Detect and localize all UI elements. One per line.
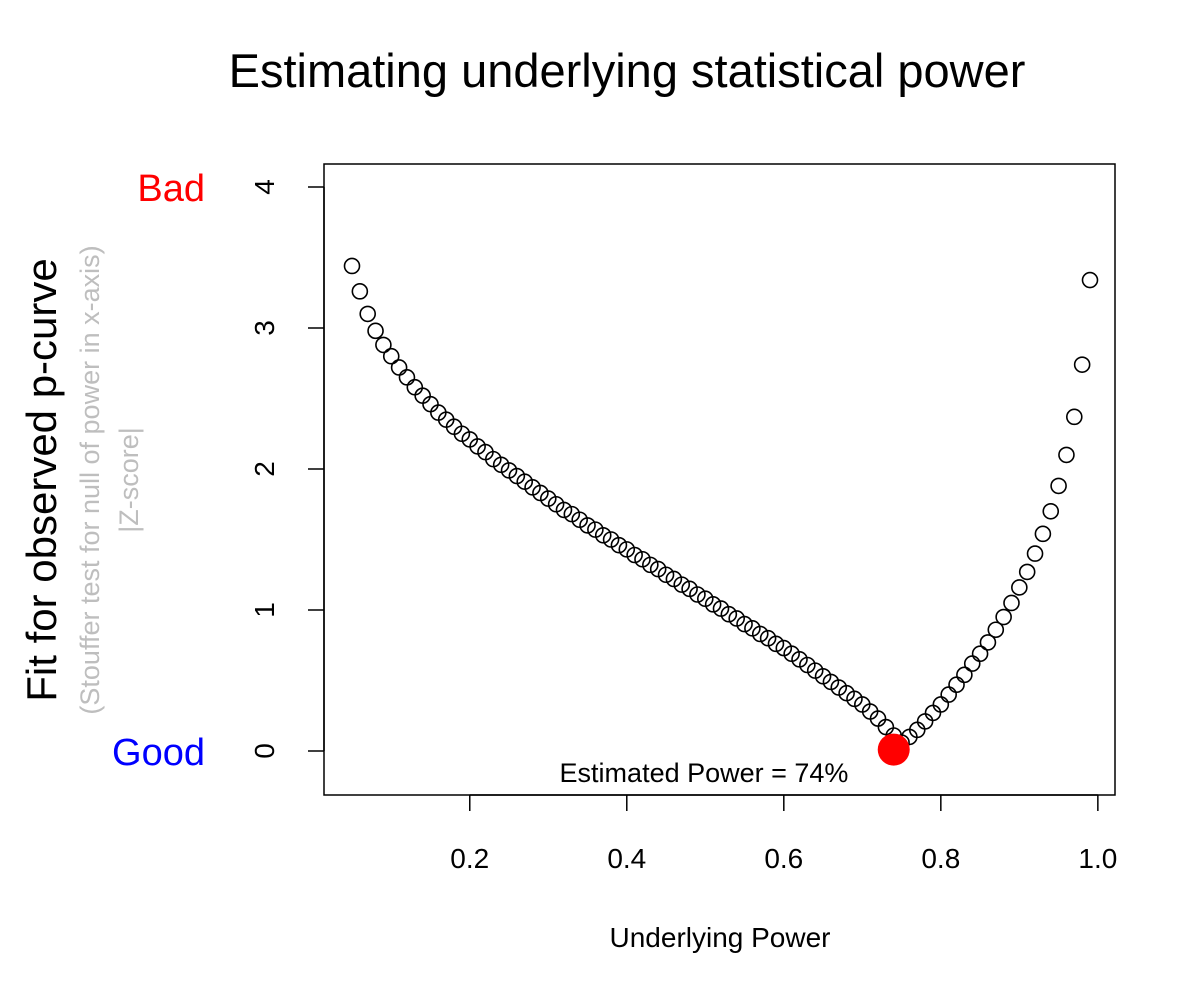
data-point <box>1042 502 1060 520</box>
x-axis: 0.2 0.4 0.6 0.8 1.0 <box>450 794 1117 874</box>
data-point <box>626 546 643 564</box>
data-point <box>382 347 400 365</box>
y-tick-label: 4 <box>249 179 280 195</box>
data-point <box>673 576 691 593</box>
y-tick-label: 2 <box>249 461 280 477</box>
data-point <box>1003 594 1020 612</box>
data-point <box>979 634 997 651</box>
data-point <box>343 257 361 275</box>
data-point <box>971 645 989 663</box>
data-point <box>720 605 738 623</box>
y-tick-label: 3 <box>249 320 280 336</box>
y-tick-label: 1 <box>249 602 280 618</box>
data-point <box>1011 579 1028 596</box>
good-fit-label: Good <box>112 732 205 774</box>
data-point <box>359 305 377 323</box>
bad-fit-label: Bad <box>137 168 205 210</box>
data-point <box>995 608 1012 626</box>
chart-title: Estimating underlying statistical power <box>229 44 1026 97</box>
data-point <box>1018 563 1036 581</box>
data-point <box>704 596 722 613</box>
data-point <box>594 526 612 544</box>
data-point <box>987 621 1005 639</box>
estimated-power-annotation: Estimated Power = 74% <box>560 758 849 788</box>
y-tick-label: 0 <box>249 743 280 759</box>
data-point <box>736 615 753 633</box>
y-axis-sublabel: (Stouffer test for null of power in x-ax… <box>75 245 105 714</box>
data-point <box>555 501 573 519</box>
data-point <box>351 283 369 300</box>
data-point <box>1034 525 1052 543</box>
x-tick-label: 1.0 <box>1078 843 1117 874</box>
data-point <box>579 517 596 534</box>
data-point <box>1058 446 1075 464</box>
data-point <box>1073 356 1091 373</box>
data-point <box>642 556 659 574</box>
y-axis: 0 1 2 3 4 <box>249 179 325 759</box>
x-axis-label: Underlying Power <box>610 922 831 953</box>
data-point <box>767 635 785 653</box>
data-point <box>375 336 392 354</box>
data-point <box>610 536 628 554</box>
data-point <box>1026 545 1044 562</box>
x-tick-label: 0.2 <box>450 843 489 874</box>
data-point <box>689 586 706 603</box>
data-point <box>751 625 769 643</box>
x-tick-label: 0.6 <box>764 843 803 874</box>
data-point <box>1050 477 1067 495</box>
data-point <box>1065 408 1083 426</box>
data-point <box>956 666 973 684</box>
y-axis-zscore-label: |Z-score| <box>114 427 144 533</box>
x-tick-label: 0.8 <box>921 843 960 874</box>
x-tick-label: 0.4 <box>607 843 646 874</box>
estimated-power-point <box>877 733 910 766</box>
data-point <box>657 566 675 584</box>
y-axis-label: Fit for observed p-curve <box>18 258 65 702</box>
data-point <box>367 322 384 340</box>
data-point <box>1081 271 1099 289</box>
data-points <box>343 257 1099 751</box>
